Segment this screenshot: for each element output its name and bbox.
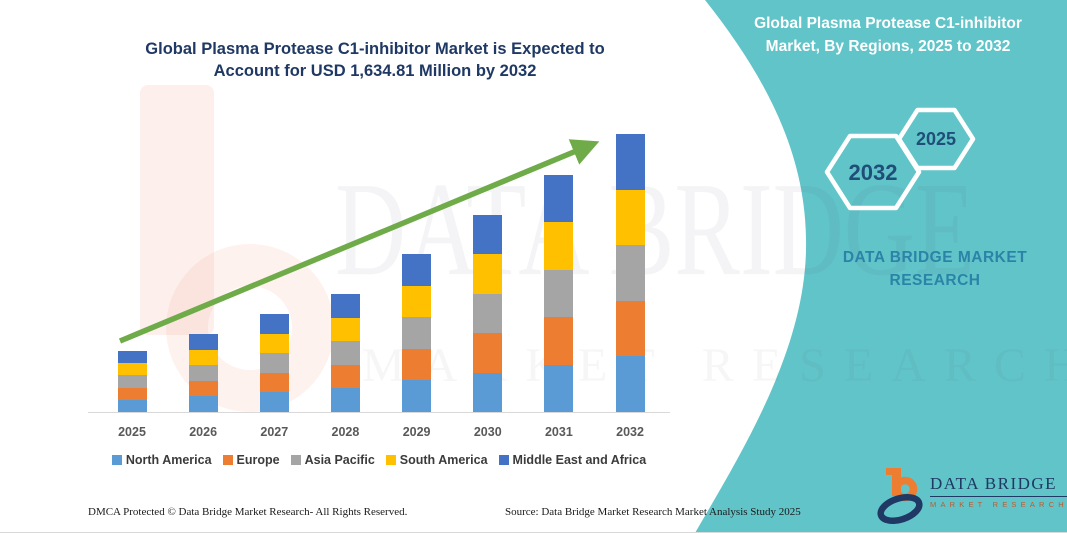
bar-segment [330,388,360,412]
legend-item: Europe [222,453,280,467]
panel-subtitle: DATA BRIDGE MARKET RESEARCH [790,246,1067,293]
bar-segment [117,387,147,400]
bar-segment [117,363,147,376]
panel-title-line2: Market, By Regions, 2025 to 2032 [765,38,1011,56]
legend-swatch [498,455,509,465]
bar-2026 [188,334,218,412]
bar-segment [117,351,147,364]
bar-segment [402,254,432,286]
bar-segment [544,222,574,270]
bar-segment [330,317,360,342]
footer-source: Source: Data Bridge Market Research Mark… [505,506,801,518]
legend-item: Asia Pacific [290,453,375,467]
bar-segment [259,372,289,393]
chart-title: Global Plasma Protease C1-inhibitor Mark… [90,38,660,83]
hexagon-2032-label: 2032 [849,160,898,185]
bar-segment [615,134,645,190]
bar-segment [188,396,218,412]
legend-swatch [111,455,122,465]
panel-title-line1: Global Plasma Protease C1-inhibitor [754,15,1022,32]
bar-segment [259,392,289,412]
bar-segment [117,399,147,412]
bar-segment [402,285,432,318]
year-label: 2030 [473,425,502,439]
legend-item: South America [385,453,488,467]
bar-segment [473,372,503,412]
year-label: 2025 [118,425,146,439]
legend-swatch [290,455,301,465]
bar-2025 [117,351,147,412]
bar-segment [473,293,503,334]
year-label: 2028 [331,425,360,439]
year-label: 2032 [616,425,644,439]
bar-segment [615,189,645,246]
bar-segment [117,375,147,388]
bar-segment [330,364,360,389]
bar-segment [615,356,645,412]
year-label: 2029 [402,425,431,439]
panel-subtitle-line1: DATA BRIDGE MARKET [842,249,1028,266]
bar-segment [402,317,432,349]
legend-label: South America [399,453,488,467]
brand-tagline: MARKET RESEARCH [930,500,1067,509]
bar-2029 [402,254,432,412]
year-label: 2027 [260,425,289,439]
chart-legend: North America Europe Asia Pacific South Ame… [88,453,670,467]
brand-logo-icon [877,468,923,524]
legend-label: Middle East and Africa [512,453,647,467]
bar-2028 [330,294,360,412]
x-axis-line [88,412,670,413]
bar-segment [330,341,360,365]
bar-segment [473,254,503,294]
bar-segment [188,349,218,366]
bar-segment [259,333,289,354]
year-label: 2026 [189,425,218,439]
bar-segment [188,334,218,350]
chart-title-line2: Account for USD 1,634.81 Million by 2032 [213,62,537,81]
bar-segment [259,353,289,373]
legend-label: North America [125,453,212,467]
bar-segment [402,380,432,412]
hexagon-2025-label: 2025 [916,129,956,149]
stacked-bar-chart [88,119,670,413]
panel-title: Global Plasma Protease C1-inhibitor Mark… [730,12,1046,59]
panel-subtitle-line2: RESEARCH [889,272,981,290]
brand-logo: DATA BRIDGE MARKET RESEARCH [876,466,1067,524]
legend-label: Europe [236,453,280,467]
bar-segment [330,294,360,318]
bar-2031 [544,175,574,412]
legend-swatch [385,455,396,465]
bar-segment [544,317,574,365]
bar-segment [402,348,432,381]
year-label: 2031 [544,425,573,439]
bar-segment [259,314,289,334]
hexagon-2032 [824,133,922,211]
legend-label: Asia Pacific [304,453,375,467]
bar-segment [544,364,574,412]
bar-segment [473,214,503,255]
bar-2030 [473,214,503,412]
bar-segment [473,333,503,373]
bar-segment [544,175,574,223]
bar-2027 [259,314,289,412]
legend-swatch [222,455,233,465]
bar-segment [615,245,645,301]
legend-item: Middle East and Africa [498,453,647,467]
bar-segment [544,269,574,318]
brand-name: DATA BRIDGE [930,474,1067,497]
teal-panel-shape [695,0,1067,532]
legend-item: North America [111,453,212,467]
x-axis-labels: 2025 2026 2027 2028 2029 2030 2031 2032 [88,425,670,441]
bar-2032 [615,134,645,412]
bar-segment [188,365,218,381]
hexagon-2025 [896,107,976,171]
bar-segment [615,300,645,357]
chart-title-line1: Global Plasma Protease C1-inhibitor Mark… [145,40,605,58]
hexagon-year-badges: 2032 2025 [824,107,976,211]
footer-dmca: DMCA Protected © Data Bridge Market Rese… [88,506,408,518]
bar-segment [188,380,218,397]
